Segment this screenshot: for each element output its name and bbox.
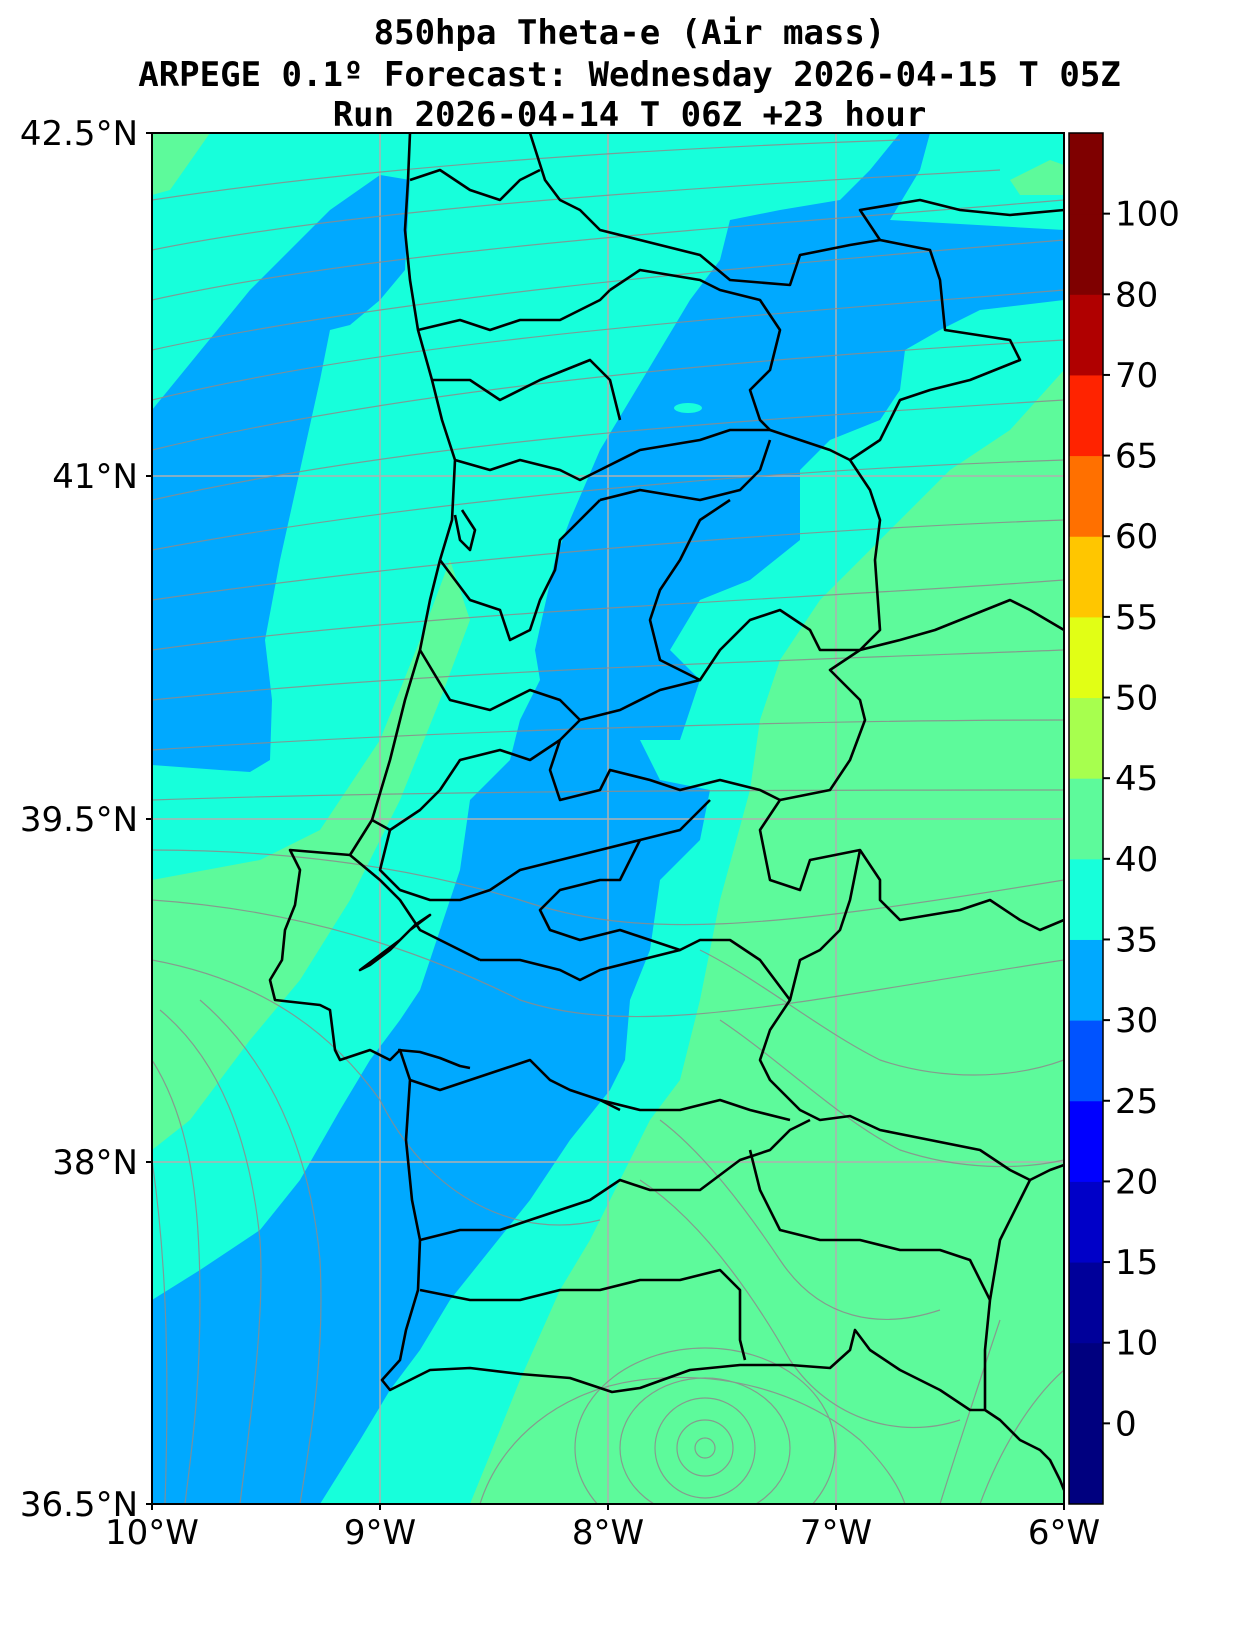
colorbar-segment [1069, 1100, 1103, 1182]
longitude-labels: 10°W 9°W 8°W 7°W 6°W [105, 1513, 1100, 1553]
lon-label-7w: 7°W [800, 1513, 872, 1553]
district-portalegre [538, 839, 792, 1001]
aveiro-lagoon [453, 509, 477, 552]
colorbar-label: 30 [1115, 1001, 1158, 1041]
colorbar-label: 70 [1115, 356, 1158, 396]
district-santarem [378, 799, 711, 902]
lon-label-9w: 9°W [344, 1513, 416, 1553]
lat-label-38: 38°N [52, 1143, 138, 1183]
colorbar-label: 40 [1115, 840, 1158, 880]
district-beja [419, 1118, 811, 1242]
colorbar-label: 100 [1115, 195, 1180, 235]
north-minho [409, 168, 541, 202]
sado-estuary [397, 1048, 471, 1070]
district-lisbon [349, 854, 481, 962]
colorbar-segment [1069, 1262, 1103, 1344]
spain-south-border [983, 1179, 1032, 1410]
field-band-35-40-ne [1010, 160, 1064, 195]
colorbar-label: 60 [1115, 517, 1158, 557]
district-spain-2 [599, 1098, 791, 1122]
wind-streamlines [152, 139, 1064, 1504]
country-and-district-borders [268, 133, 1064, 1491]
lon-label-6w: 6°W [1028, 1513, 1100, 1553]
coastline [268, 133, 1064, 1491]
colorbar-segment [1069, 1020, 1103, 1102]
colorbar-label: 10 [1115, 1324, 1158, 1364]
map-plot-area [152, 133, 1064, 1504]
map-title-line1: 850hpa Theta-e (Air mass) [373, 13, 886, 53]
colorbar-label: 65 [1115, 437, 1158, 477]
lat-label-36-5: 36.5°N [20, 1485, 138, 1525]
field-band-35-40-west [152, 133, 210, 195]
district-viseu [599, 439, 772, 502]
colorbar-label: 80 [1115, 275, 1158, 315]
lat-label-39-5: 39.5°N [20, 800, 138, 840]
colorbar-segment [1069, 536, 1103, 618]
colorbar-segment [1069, 778, 1103, 860]
colorbar-frame [1068, 132, 1104, 1505]
district-spain-1 [748, 1149, 992, 1301]
colorbar-segment [1069, 1423, 1103, 1505]
colorbar-segment [1069, 213, 1103, 295]
colorbar-label: 35 [1115, 920, 1158, 960]
lat-label-42-5: 42.5°N [20, 114, 138, 154]
colorbar-segment [1069, 133, 1103, 215]
district-faro [419, 1268, 747, 1361]
district-castelo-branco [548, 739, 781, 802]
district-setubal [409, 1058, 621, 1112]
field-band-35-40-coast [152, 560, 470, 1150]
colorbar-segment [1069, 939, 1103, 1021]
galicia-border [858, 198, 1064, 241]
graticule [152, 133, 1064, 1504]
colorbar-segment [1069, 1181, 1103, 1263]
map-title-line2: ARPEGE 0.1º Forecast: Wednesday 2026-04-… [138, 55, 1121, 95]
colorbar-segment [1069, 294, 1103, 376]
district-evora [480, 948, 681, 982]
colorbar-label: 50 [1115, 679, 1158, 719]
district-porto [454, 428, 770, 482]
field-cell-30-35-small [674, 403, 702, 413]
colorbar-segment [1069, 697, 1103, 779]
colorbar-label: 25 [1115, 1082, 1158, 1122]
eastern-border [758, 648, 1064, 932]
colorbar-segment [1069, 1342, 1103, 1424]
lat-label-41: 41°N [52, 457, 138, 497]
colorbar-segment [1069, 374, 1103, 457]
colorbar-segment [1069, 858, 1103, 940]
latitude-labels: 42.5°N 41°N 39.5°N 38°N 36.5°N [20, 114, 138, 1525]
guadiana-border [758, 849, 1064, 1182]
tagus-estuary [358, 913, 432, 972]
district-leiria [371, 719, 581, 832]
colorbar-label: 55 [1115, 598, 1158, 638]
district-aveiro [438, 499, 601, 642]
lon-label-8w: 8°W [572, 1513, 644, 1553]
northern-border [528, 133, 1064, 652]
district-coimbra [418, 649, 701, 722]
colorbar-label: 0 [1115, 1404, 1137, 1444]
colorbar-label: 45 [1115, 759, 1158, 799]
colorbar-label: 15 [1115, 1243, 1158, 1283]
colorbar-label: 20 [1115, 1162, 1158, 1202]
axis-ticks [146, 132, 1065, 1510]
district-viana [417, 289, 611, 332]
field-band-25-30-west [152, 175, 410, 772]
colorbar: 0 10 15 20 25 30 35 40 45 50 55 60 65 70 80 100 [1068, 132, 1180, 1505]
lon-label-10w: 10°W [105, 1513, 199, 1553]
colorbar-segment [1069, 616, 1103, 699]
district-vilareal [609, 268, 782, 431]
district-braganca [769, 428, 851, 462]
map-title-line3: Run 2026-04-14 T 06Z +23 hour [332, 95, 927, 135]
colorbar-segment [1069, 455, 1103, 537]
district-braga [432, 358, 622, 421]
